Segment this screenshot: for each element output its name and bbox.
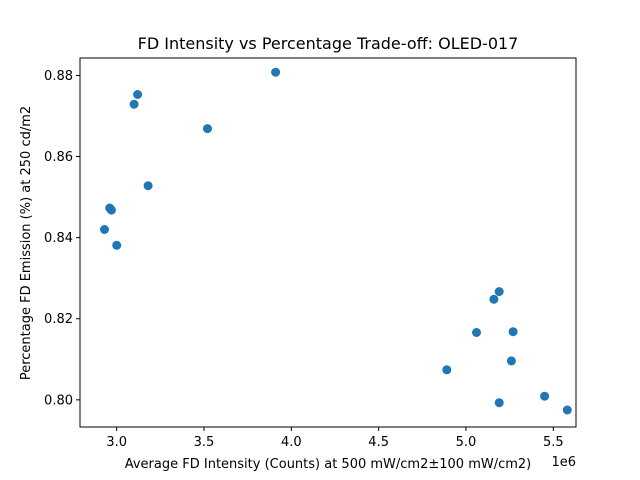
x-axis-ticks: 3.0 3.5 4.0 4.5 5.0 5.5 bbox=[106, 427, 564, 450]
x-tick-label: 3.0 bbox=[106, 435, 127, 450]
data-point bbox=[540, 391, 550, 401]
data-points bbox=[100, 67, 572, 415]
data-point bbox=[271, 67, 281, 77]
plot-area bbox=[80, 58, 576, 427]
x-tick-label: 4.5 bbox=[368, 435, 389, 450]
data-point bbox=[489, 294, 499, 304]
y-tick-label: 0.84 bbox=[44, 231, 73, 246]
y-axis-ticks: 0.80 0.82 0.84 0.86 0.88 bbox=[44, 69, 80, 408]
x-tick-label: 5.5 bbox=[543, 435, 564, 450]
data-point bbox=[143, 181, 153, 191]
data-point bbox=[442, 365, 452, 375]
y-tick-label: 0.82 bbox=[44, 312, 73, 327]
data-point bbox=[203, 124, 212, 134]
data-point bbox=[562, 405, 572, 415]
data-point bbox=[472, 328, 481, 337]
x-axis-label: Average FD Intensity (Counts) at 500 mW/… bbox=[125, 457, 532, 472]
data-point bbox=[133, 90, 143, 99]
x-tick-label: 5.0 bbox=[456, 435, 477, 450]
data-point bbox=[100, 225, 109, 234]
x-tick-label: 3.5 bbox=[194, 435, 215, 450]
y-axis-label: Percentage FD Emission (%) at 250 cd/m2 bbox=[19, 106, 34, 380]
data-point bbox=[494, 398, 504, 408]
x-axis-offset-label: 1e6 bbox=[551, 455, 576, 470]
data-point bbox=[106, 205, 116, 215]
plot-frame bbox=[79, 57, 577, 428]
chart-title: FD Intensity vs Percentage Trade-off: OL… bbox=[138, 34, 519, 53]
data-point bbox=[494, 287, 504, 297]
y-tick-label: 0.88 bbox=[44, 69, 73, 84]
data-point bbox=[129, 99, 139, 109]
y-tick-label: 0.80 bbox=[44, 393, 73, 408]
y-tick-label: 0.86 bbox=[44, 150, 73, 165]
data-point bbox=[506, 356, 516, 366]
data-point bbox=[112, 240, 122, 250]
data-point bbox=[508, 327, 518, 337]
x-tick-label: 4.0 bbox=[281, 435, 302, 450]
